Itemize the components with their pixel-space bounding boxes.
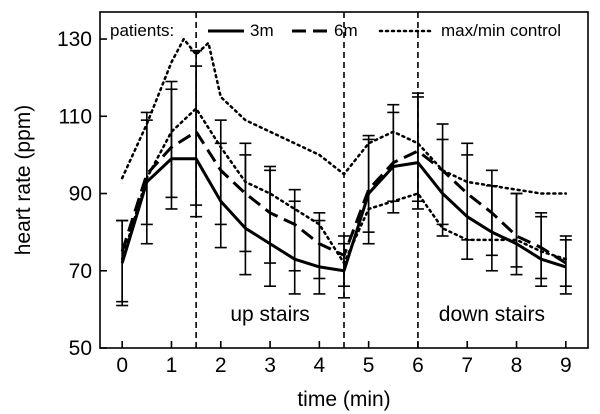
series-line-3m xyxy=(120,157,567,273)
x-axis: 0 1 2 3 4 5 6 7 8 9 xyxy=(116,341,572,377)
x-tick-label: 5 xyxy=(363,354,375,377)
phase-annotation: up stairs xyxy=(230,303,309,326)
x-tick-label: 0 xyxy=(116,354,128,377)
legend-label-3m: 3m xyxy=(250,21,274,40)
y-tick-label: 90 xyxy=(69,183,92,206)
x-tick-label: 8 xyxy=(511,354,523,377)
series-line-min-control xyxy=(120,107,568,265)
plot-area: up stairs down stairs xyxy=(99,11,589,349)
y-axis-title: heart rate (ppm) xyxy=(12,105,35,256)
y-tick-label: 130 xyxy=(57,28,92,51)
x-tick-label: 7 xyxy=(461,354,473,377)
y-tick-label: 70 xyxy=(69,260,92,283)
y-tick-label: 110 xyxy=(59,105,92,128)
x-tick-label: 1 xyxy=(166,354,178,377)
x-tick-label: 2 xyxy=(215,354,227,377)
y-tick-label: 50 xyxy=(69,337,92,360)
x-axis-title: time (min) xyxy=(297,388,390,411)
series-lines xyxy=(120,37,568,273)
phase-annotations: up stairs down stairs xyxy=(230,303,545,326)
x-tick-label: 3 xyxy=(264,354,276,377)
x-tick-label: 4 xyxy=(314,354,326,377)
legend-label-control: max/min control xyxy=(441,21,561,40)
series-line-6m xyxy=(120,130,567,265)
legend-prefix: patients: xyxy=(110,21,174,40)
legend: patients: 3m 6m max/min control xyxy=(110,21,561,40)
y-axis: 50 70 90 110 130 xyxy=(57,28,107,360)
legend-label-6m: 6m xyxy=(334,21,358,40)
x-tick-label: 9 xyxy=(560,354,572,377)
phase-annotation: down stairs xyxy=(439,303,545,326)
x-tick-label: 6 xyxy=(412,354,424,377)
error-bars xyxy=(116,49,572,307)
series-line-max-control xyxy=(120,37,568,195)
